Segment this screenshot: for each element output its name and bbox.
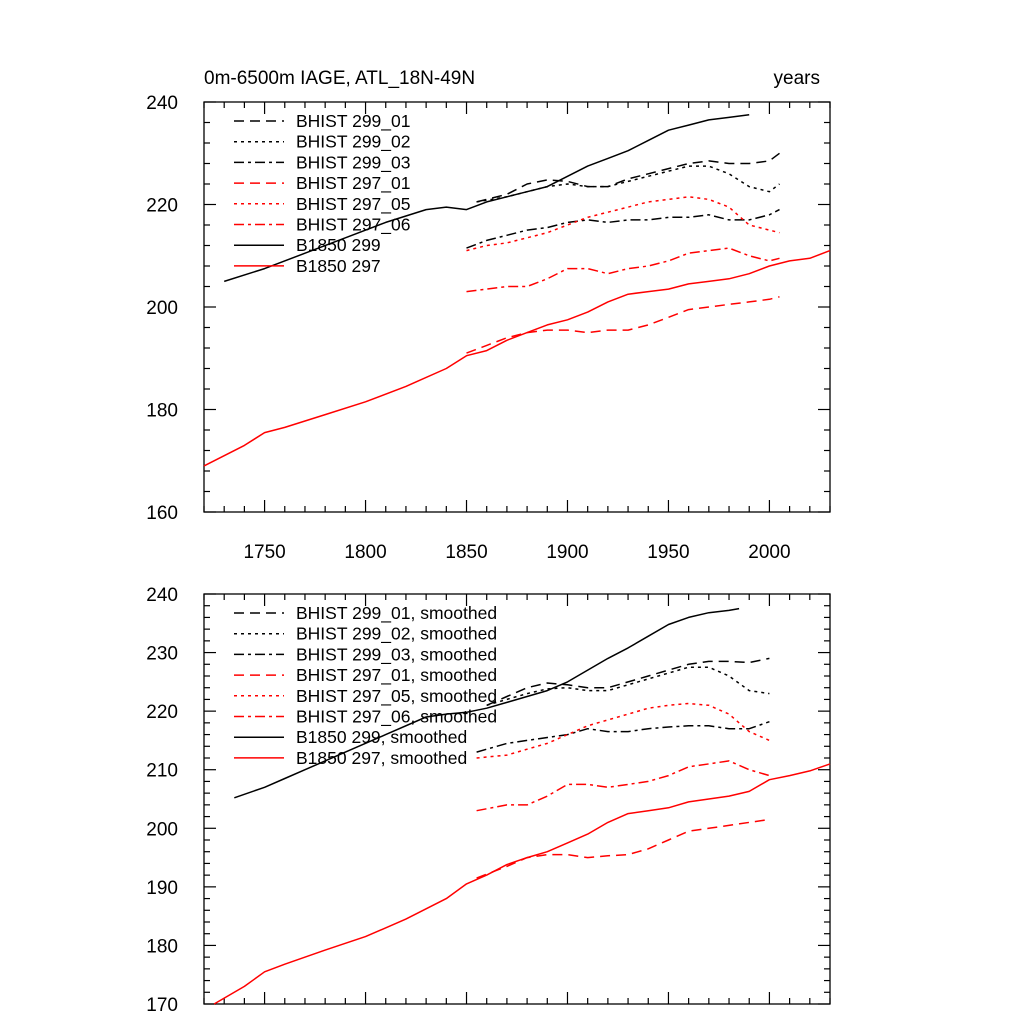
legend-label: BHIST 297_06, smoothed xyxy=(296,707,497,728)
units-label: years xyxy=(774,68,820,89)
legend-label: B1850 297, smoothed xyxy=(296,748,467,768)
series-line xyxy=(466,196,780,252)
x-tick-label: 2000 xyxy=(748,542,790,563)
legend-label: BHIST 297_01 xyxy=(296,173,410,194)
plot-title: 0m-6500m IAGE, ATL_18N-49N xyxy=(204,68,475,89)
series-line xyxy=(213,763,831,1005)
x-tick-label: 1750 xyxy=(243,542,285,563)
series-line xyxy=(466,296,780,354)
y-tick-label: 200 xyxy=(146,819,178,840)
series-line xyxy=(476,720,770,753)
y-tick-label: 160 xyxy=(146,503,178,524)
x-tick-label: 1950 xyxy=(647,542,689,563)
y-tick-label: 180 xyxy=(146,401,178,422)
legend-label: B1850 299, smoothed xyxy=(296,727,467,747)
series-line xyxy=(223,114,750,283)
series-line xyxy=(476,818,770,879)
y-tick-label: 200 xyxy=(146,298,178,319)
x-tick-label: 1850 xyxy=(445,542,487,563)
x-tick-label: 1800 xyxy=(344,542,386,563)
y-tick-label: 240 xyxy=(146,585,178,606)
y-tick-label: 180 xyxy=(146,936,178,957)
y-tick-label: 240 xyxy=(146,93,178,114)
legend-label: BHIST 299_02, smoothed xyxy=(296,624,497,645)
series-line xyxy=(476,165,780,203)
legend-label: B1850 299 xyxy=(296,235,381,255)
legend-label: BHIST 299_03 xyxy=(296,152,410,173)
y-tick-label: 220 xyxy=(146,702,178,723)
series-line xyxy=(476,760,770,812)
y-tick-label: 170 xyxy=(146,995,178,1016)
series-line xyxy=(486,666,770,707)
legend-label: BHIST 299_02 xyxy=(296,132,410,153)
plot-frame xyxy=(203,593,831,1005)
x-tick-label: 1900 xyxy=(546,542,588,563)
y-tick-label: 190 xyxy=(146,878,178,899)
legend-label: BHIST 299_01 xyxy=(296,111,410,132)
series-line xyxy=(203,249,831,467)
legend-label: BHIST 299_03, smoothed xyxy=(296,644,497,665)
series-line xyxy=(466,247,780,293)
legend-label: BHIST 297_05, smoothed xyxy=(296,686,497,707)
series-line xyxy=(466,208,780,249)
series-line xyxy=(476,152,780,203)
legend-label: B1850 297 xyxy=(296,256,381,276)
series-line xyxy=(234,607,740,799)
bottom-panel: 170 180 190 200 210 220 230 240 BHIST 299_01, sm… xyxy=(146,585,831,1016)
y-tick-label: 230 xyxy=(146,644,178,665)
legend-label: BHIST 299_01, smoothed xyxy=(296,603,497,624)
y-tick-label: 220 xyxy=(146,196,178,217)
legend-label: BHIST 297_06 xyxy=(296,215,410,236)
y-tick-label: 210 xyxy=(146,761,178,782)
legend-label: BHIST 297_05 xyxy=(296,194,410,215)
top-panel: 1750 1800 1850 1900 1950 2000 160 180 200 220 240 B… xyxy=(146,93,831,563)
legend-label: BHIST 297_01, smoothed xyxy=(296,665,497,686)
series-line xyxy=(476,702,770,759)
series-line xyxy=(486,657,770,706)
